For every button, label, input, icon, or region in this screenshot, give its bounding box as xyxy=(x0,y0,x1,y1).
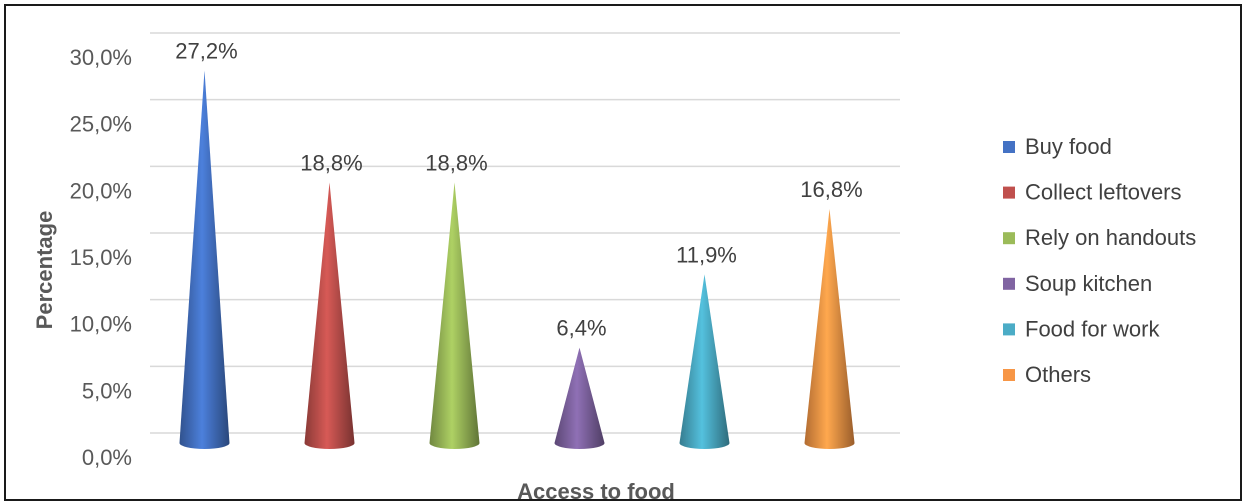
legend-swatch xyxy=(1003,277,1015,290)
data-label: 27,2% xyxy=(175,38,237,63)
data-labels: 27,2% 18,8% 18,8% 6,4% 11,9% 16,8% xyxy=(175,38,862,340)
y-tick-label: 30,0% xyxy=(70,45,132,70)
legend-label: Buy food xyxy=(1025,134,1112,159)
data-label: 16,8% xyxy=(800,177,862,202)
y-tick-label: 20,0% xyxy=(70,178,132,203)
legend-label: Rely on handouts xyxy=(1025,225,1196,250)
gridlines xyxy=(150,32,900,434)
legend-label: Collect leftovers xyxy=(1025,180,1182,205)
legend-swatch xyxy=(1003,186,1015,199)
legend: Buy food Collect leftovers Rely on handout… xyxy=(1003,134,1196,387)
y-axis-ticks: 0,0% 5,0% 10,0% 15,0% 20,0% 25,0% 30,0% xyxy=(70,45,132,470)
cone-others xyxy=(804,209,855,449)
y-tick-label: 0,0% xyxy=(82,445,132,470)
cone-rely-on-handouts xyxy=(429,182,480,450)
cone-food-for-work xyxy=(679,274,730,449)
x-axis-title: Access to food xyxy=(517,479,675,503)
legend-label: Others xyxy=(1025,362,1091,387)
legend-swatch xyxy=(1003,232,1015,245)
y-tick-label: 5,0% xyxy=(82,378,132,403)
y-axis-title: Percentage xyxy=(32,211,57,330)
legend-label: Soup kitchen xyxy=(1025,271,1152,296)
y-tick-label: 10,0% xyxy=(70,312,132,337)
legend-label: Food for work xyxy=(1025,316,1160,341)
legend-swatch xyxy=(1003,141,1015,153)
y-tick-label: 25,0% xyxy=(70,112,132,137)
data-label: 11,9% xyxy=(676,242,737,267)
cone-buy-food xyxy=(179,70,230,449)
legend-swatch xyxy=(1003,323,1015,336)
data-label: 18,8% xyxy=(300,150,362,175)
cone-soup-kitchen xyxy=(554,347,605,449)
legend-swatch xyxy=(1003,369,1015,381)
y-tick-label: 15,0% xyxy=(70,245,132,270)
data-label: 18,8% xyxy=(425,150,487,175)
cone-collect-leftovers xyxy=(304,182,355,450)
data-label: 6,4% xyxy=(556,316,606,341)
cones xyxy=(179,70,855,450)
